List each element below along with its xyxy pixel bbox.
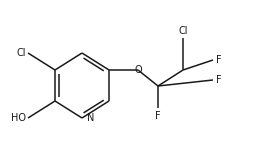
Text: Cl: Cl [178, 26, 188, 36]
Text: N: N [87, 113, 94, 123]
Text: F: F [216, 75, 222, 85]
Text: HO: HO [11, 113, 26, 123]
Text: F: F [216, 55, 222, 65]
Text: O: O [134, 65, 142, 75]
Text: Cl: Cl [17, 48, 26, 58]
Text: F: F [155, 111, 161, 121]
